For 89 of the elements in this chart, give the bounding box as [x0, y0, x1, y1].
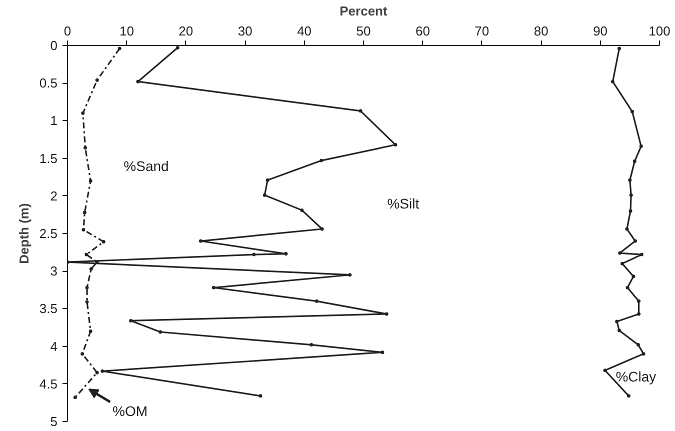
x-tick-label: 60 — [415, 24, 430, 38]
point — [628, 209, 632, 213]
point — [610, 80, 614, 84]
point — [95, 370, 99, 374]
point — [82, 210, 86, 214]
x-tick-label: 10 — [119, 24, 134, 38]
point — [129, 318, 133, 322]
point — [380, 350, 384, 354]
y-tick-label: 0 — [50, 38, 58, 53]
point — [100, 369, 104, 373]
point — [88, 330, 92, 334]
y-tick-label: 1 — [50, 113, 58, 128]
point — [617, 328, 621, 332]
point — [618, 251, 622, 255]
point — [262, 193, 266, 197]
point — [84, 252, 88, 256]
y-tick-label: 4.5 — [39, 376, 58, 392]
point — [88, 179, 92, 183]
point — [266, 178, 270, 182]
y-tick-label: 1.5 — [39, 150, 58, 166]
point — [80, 352, 84, 356]
y-tick-label: 2 — [50, 188, 58, 204]
point — [252, 252, 256, 256]
point — [637, 299, 641, 303]
point — [102, 240, 106, 244]
point — [320, 227, 324, 231]
point — [637, 312, 641, 316]
x-tick-label: 0 — [64, 24, 72, 38]
point — [630, 110, 634, 114]
point — [348, 273, 352, 277]
point — [629, 193, 633, 197]
point — [85, 286, 89, 290]
point — [73, 396, 77, 400]
point — [176, 46, 180, 50]
point — [642, 352, 646, 356]
x-tick-label: 90 — [593, 24, 608, 38]
annotation: %Clay — [616, 368, 656, 384]
point — [95, 78, 99, 82]
annotation: %Sand — [124, 158, 169, 174]
y-tick-label: 4 — [50, 338, 58, 354]
point — [626, 394, 630, 398]
point — [300, 208, 304, 212]
y-tick-label: 3 — [50, 264, 58, 279]
point — [384, 312, 388, 316]
point — [626, 286, 630, 290]
point — [81, 111, 85, 115]
point — [136, 80, 140, 84]
x-tick-label: 70 — [474, 24, 490, 38]
x-tick-label: 80 — [534, 24, 548, 38]
y-tick-label: 3.5 — [39, 301, 58, 316]
y-tick-label: 0.5 — [39, 76, 58, 91]
x-tick-label: 40 — [297, 24, 312, 38]
point — [632, 274, 636, 278]
x-tick-label: 20 — [178, 24, 194, 38]
y-tick-label: 2.5 — [39, 226, 58, 241]
point — [320, 158, 324, 162]
x-tick-label: 100 — [648, 24, 670, 38]
point — [310, 343, 314, 347]
point — [82, 228, 86, 232]
x-axis-title: Percent — [340, 4, 388, 18]
point — [158, 330, 162, 334]
y-axis-title: Depth (m) — [16, 203, 32, 264]
point — [394, 143, 398, 147]
point — [632, 160, 636, 164]
y-tick-label: 5 — [50, 414, 58, 429]
point — [198, 239, 202, 243]
point — [358, 109, 362, 113]
point — [633, 239, 637, 243]
annotation: %OM — [112, 402, 148, 419]
point — [603, 368, 607, 372]
point — [625, 227, 629, 231]
point — [85, 300, 89, 304]
x-tick-label: 50 — [356, 24, 371, 38]
point — [212, 286, 216, 290]
point — [636, 343, 640, 347]
point — [118, 46, 122, 50]
point — [640, 252, 644, 256]
point — [258, 394, 262, 398]
annotation: %Silt — [387, 195, 420, 212]
point — [89, 267, 93, 271]
point — [628, 178, 632, 182]
point — [284, 252, 288, 256]
point — [314, 299, 318, 303]
point — [617, 46, 621, 50]
point — [84, 146, 88, 150]
point — [615, 320, 619, 324]
point — [620, 262, 624, 266]
x-tick-label: 30 — [238, 24, 252, 38]
point — [639, 144, 643, 148]
